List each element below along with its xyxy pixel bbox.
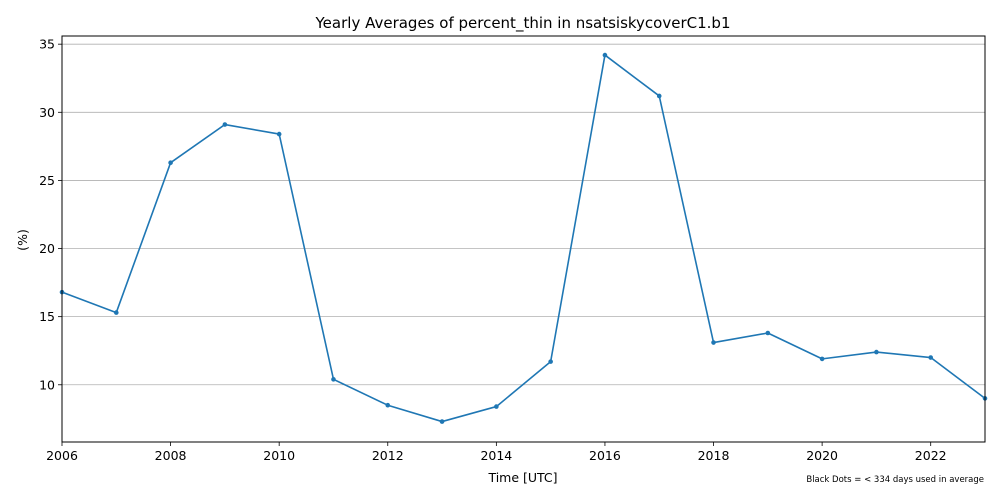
- data-point: [276, 131, 282, 137]
- data-point: [656, 93, 662, 99]
- data-point: [548, 359, 553, 364]
- data-series: [59, 52, 988, 424]
- y-tick-label: 20: [39, 241, 55, 256]
- x-axis: 2006 2008 2010 2012 2014 2016 2018 2020 2022: [46, 442, 947, 463]
- data-point: [928, 355, 934, 360]
- footnote: Black Dots = < 334 days used in average: [806, 475, 984, 485]
- data-point: [711, 340, 716, 345]
- x-tick-label: 2010: [263, 448, 295, 463]
- data-point: [439, 419, 445, 424]
- y-tick-label: 30: [39, 105, 55, 120]
- x-tick-label: 2012: [372, 448, 404, 463]
- x-tick-label: 2014: [480, 448, 512, 463]
- data-point: [819, 356, 825, 362]
- data-point: [874, 349, 879, 355]
- x-tick-label: 2018: [698, 448, 730, 463]
- series-line: [61, 54, 986, 423]
- x-tick-label: 2006: [46, 448, 78, 463]
- y-tick-label: 15: [39, 309, 55, 324]
- y-tick-label: 10: [39, 377, 55, 392]
- x-tick-label: 2020: [806, 448, 838, 463]
- data-point: [168, 160, 173, 166]
- y-tick-label: 35: [39, 37, 55, 52]
- x-tick-label: 2016: [589, 448, 621, 463]
- chart-title: Yearly Averages of percent_thin in nsats…: [315, 14, 731, 33]
- data-point: [385, 402, 391, 408]
- y-axis-label: (%): [15, 229, 30, 251]
- data-point: [113, 310, 119, 315]
- data-point: [602, 52, 608, 58]
- y-tick-label: 25: [39, 173, 55, 188]
- data-point: [765, 330, 771, 336]
- gridlines: [62, 43, 985, 386]
- plot-area-frame: [61, 35, 986, 443]
- x-tick-label: 2022: [915, 448, 947, 463]
- y-axis: 10 15 20 25 30 35: [39, 37, 62, 392]
- data-point: [222, 122, 228, 127]
- data-point: [494, 404, 499, 409]
- x-axis-label: Time [UTC]: [487, 470, 557, 485]
- x-tick-label: 2008: [155, 448, 187, 463]
- data-point: [331, 377, 336, 382]
